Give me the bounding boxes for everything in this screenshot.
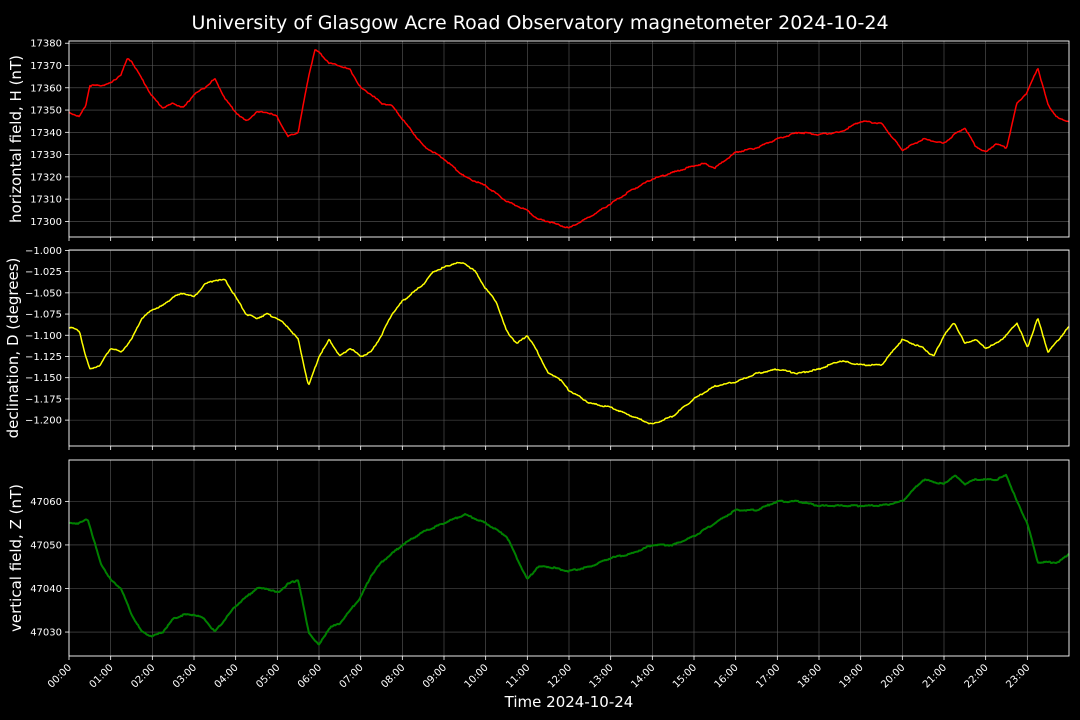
y-tick-label: 17370: [30, 61, 62, 72]
y-tick-label: 17350: [30, 106, 62, 117]
series-line-vertical: [68, 473, 1070, 646]
chart-title: University of Glasgow Acre Road Observat…: [191, 12, 888, 34]
series-line-horizontal: [68, 49, 1070, 229]
series-line-declination: [68, 261, 1070, 425]
y-tick-label: −1.175: [25, 394, 62, 405]
y-tick-label: 17380: [30, 39, 62, 50]
y-tick-label: −1.025: [25, 267, 62, 278]
axes-frame: [68, 459, 1070, 657]
y-tick-label: 47040: [30, 584, 62, 595]
y-tick-label: −1.075: [25, 310, 62, 321]
y-axis-label: horizontal field, H (nT): [7, 55, 25, 223]
y-tick-label: 17330: [30, 150, 62, 161]
y-tick-label: −1.000: [25, 246, 62, 257]
panel-vertical: 47030 47040 47050 47060 vertical field, Z (n…: [7, 459, 1070, 660]
y-tick-label: 17310: [30, 195, 62, 206]
y-axis-label: vertical field, Z (nT): [7, 484, 25, 632]
y-tick-label: 17300: [30, 217, 62, 228]
y-tick-label: 17360: [30, 83, 62, 94]
y-tick-label: 17320: [30, 172, 62, 183]
panel-declination: −1.200 −1.175 −1.150 −1.125 −1.100 −1.075 −1.0…: [4, 246, 1070, 450]
y-tick-label: 47030: [30, 628, 62, 639]
panels-group: 17300 17310 17320 17330 17340 17350 17360 17370…: [4, 39, 1070, 660]
y-tick-label: 47050: [30, 540, 62, 551]
y-tick-label: −1.100: [25, 331, 62, 342]
axes-frame: [68, 249, 1070, 447]
y-tick-label: −1.200: [25, 416, 62, 427]
panel-horizontal: 17300 17310 17320 17330 17340 17350 17360 17370…: [7, 39, 1070, 241]
y-tick-label: −1.150: [25, 373, 62, 384]
y-tick-label: 17340: [30, 128, 62, 139]
x-axis-label: Time 2024-10-24: [504, 693, 634, 711]
y-tick-label: 47060: [30, 497, 62, 508]
y-tick-label: −1.050: [25, 288, 62, 299]
axes-frame: [68, 40, 1070, 238]
y-tick-label: −1.125: [25, 352, 62, 363]
y-axis-label: declination, D (degrees): [4, 258, 22, 439]
